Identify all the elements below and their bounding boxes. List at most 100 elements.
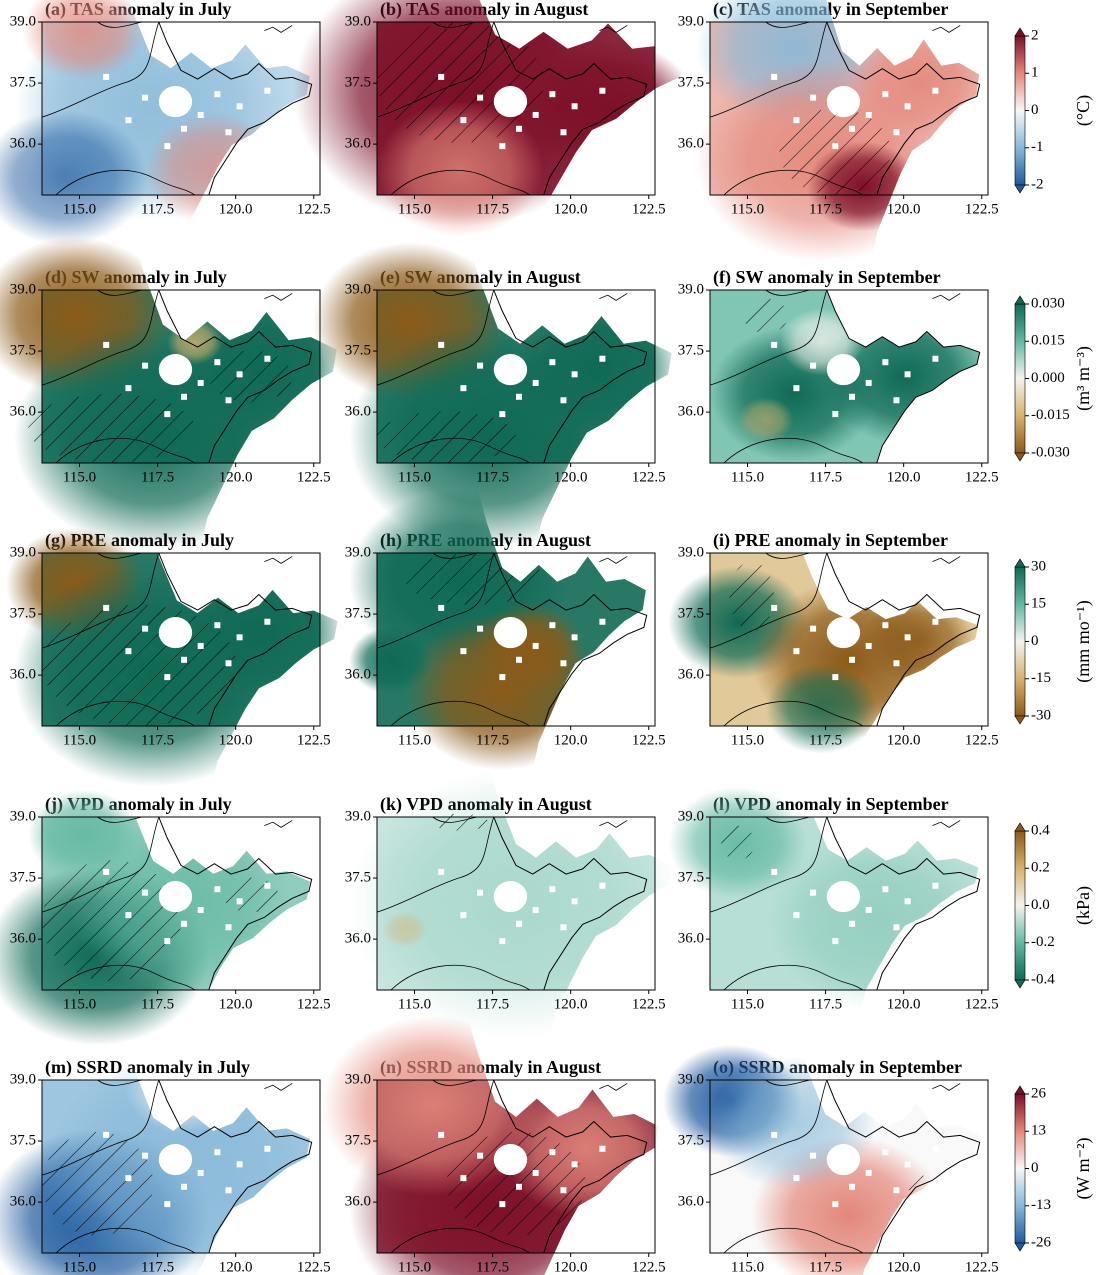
x-tick-label: 122.5 bbox=[632, 732, 666, 748]
boundary bbox=[433, 1080, 477, 1085]
boundary bbox=[377, 290, 494, 385]
x-tick-label: 117.5 bbox=[476, 732, 509, 748]
x-tick-label: 115.0 bbox=[63, 469, 96, 485]
boundary bbox=[377, 22, 494, 117]
x-tick-label: 115.0 bbox=[398, 201, 431, 217]
boundary bbox=[391, 1228, 530, 1253]
x-tick-label: 117.5 bbox=[809, 1259, 842, 1275]
boundary bbox=[766, 817, 810, 822]
boundary bbox=[724, 1228, 863, 1253]
boundary bbox=[599, 1083, 627, 1090]
colorbar-tick-label: 0 bbox=[1031, 633, 1039, 649]
x-tick-label: 122.5 bbox=[297, 1259, 331, 1275]
map-panel: (h) PRE anomaly in August115.0117.5120.0… bbox=[345, 489, 666, 770]
panel-title: (m) SSRD anomaly in July bbox=[45, 1057, 250, 1078]
colorbar-tick-label: -0.2 bbox=[1031, 934, 1055, 950]
colorbar-tick-label: 26 bbox=[1031, 1085, 1047, 1101]
colorbar-extend bbox=[1014, 184, 1026, 194]
axes-frame bbox=[709, 21, 989, 196]
colorbar-tick-label: -2 bbox=[1031, 176, 1044, 192]
boundary bbox=[724, 438, 863, 463]
colorbar-label: (°C) bbox=[1073, 95, 1094, 126]
colorbar-extend bbox=[1014, 295, 1026, 305]
x-tick-label: 120.0 bbox=[554, 732, 588, 748]
panel-title: (i) PRE anomaly in September bbox=[713, 530, 948, 551]
axes-frame bbox=[376, 21, 656, 196]
colorbar-tick-label: 0.0 bbox=[1031, 897, 1050, 913]
y-tick-label: 37.5 bbox=[10, 869, 36, 885]
coastline bbox=[159, 1080, 312, 1253]
boundary bbox=[42, 290, 159, 385]
y-tick-label: 37.5 bbox=[678, 74, 704, 90]
boundary bbox=[766, 553, 810, 558]
axes-frame bbox=[41, 552, 321, 727]
y-tick-label: 36.0 bbox=[678, 136, 704, 152]
boundary bbox=[56, 965, 195, 990]
x-tick-label: 115.0 bbox=[731, 1259, 764, 1275]
axes-frame bbox=[709, 552, 989, 727]
colorbar-body bbox=[1014, 566, 1026, 717]
x-tick-label: 117.5 bbox=[141, 1259, 174, 1275]
boundary bbox=[766, 22, 810, 27]
boundary bbox=[710, 553, 827, 648]
x-tick-label: 117.5 bbox=[476, 469, 509, 485]
x-tick-label: 115.0 bbox=[63, 201, 96, 217]
boundary bbox=[724, 170, 863, 195]
coastline bbox=[827, 817, 980, 990]
x-tick-label: 122.5 bbox=[965, 1259, 999, 1275]
boundary bbox=[433, 290, 477, 295]
x-tick-label: 120.0 bbox=[887, 732, 921, 748]
colorbar: -0.030 -0.015 0.000 0.015 0.030 (m³ m⁻³) bbox=[1014, 295, 1094, 462]
x-tick-label: 122.5 bbox=[297, 732, 331, 748]
boundary bbox=[264, 1083, 292, 1090]
boundary bbox=[98, 22, 142, 27]
x-tick-label: 120.0 bbox=[887, 469, 921, 485]
colorbar: -2 -1 0 1 2 (°C) bbox=[1014, 27, 1094, 194]
y-tick-label: 39.0 bbox=[345, 808, 371, 824]
y-tick-label: 39.0 bbox=[345, 1071, 371, 1087]
x-tick-label: 115.0 bbox=[63, 996, 96, 1012]
boundary bbox=[932, 293, 960, 300]
x-tick-label: 120.0 bbox=[554, 996, 588, 1012]
y-tick-label: 39.0 bbox=[678, 544, 704, 560]
boundary bbox=[391, 438, 530, 463]
map-panel: (d) SW anomaly in July115.0117.5120.0122… bbox=[0, 237, 348, 550]
coastline bbox=[494, 290, 647, 463]
colorbar-tick-label: 0.030 bbox=[1031, 295, 1065, 311]
axes-frame bbox=[709, 1079, 989, 1254]
boundary bbox=[56, 170, 195, 195]
colorbar-tick-label: -1 bbox=[1031, 139, 1044, 155]
colorbar-label: (W m⁻²) bbox=[1073, 1137, 1094, 1199]
colorbar-extend bbox=[1014, 822, 1026, 832]
coastline bbox=[159, 290, 312, 463]
axes-frame bbox=[709, 816, 989, 991]
colorbar-extend bbox=[1014, 979, 1026, 989]
colorbar-tick-label: 0 bbox=[1031, 1160, 1039, 1176]
y-tick-label: 37.5 bbox=[10, 1132, 36, 1148]
coastline bbox=[494, 1080, 647, 1253]
boundary bbox=[391, 170, 530, 195]
y-tick-label: 37.5 bbox=[678, 869, 704, 885]
x-tick-label: 122.5 bbox=[965, 732, 999, 748]
x-tick-label: 117.5 bbox=[141, 469, 174, 485]
colorbar-tick-label: -0.015 bbox=[1031, 407, 1070, 423]
map-panel: (m) SSRD anomaly in July 115.0 117.5 120.0 1… bbox=[0, 1044, 331, 1275]
y-tick-label: 37.5 bbox=[345, 869, 371, 885]
x-tick-label: 117.5 bbox=[476, 996, 509, 1012]
coastline bbox=[827, 1080, 980, 1253]
y-tick-label: 39.0 bbox=[678, 281, 704, 297]
boundary bbox=[724, 965, 863, 990]
y-tick-label: 39.0 bbox=[678, 1071, 704, 1087]
coastline bbox=[827, 290, 980, 463]
x-tick-label: 120.0 bbox=[219, 996, 253, 1012]
colorbar-tick-label: -30 bbox=[1031, 707, 1051, 723]
map-panel: (f) SW anomaly in September 115.0 117.5 120… bbox=[678, 267, 999, 485]
x-tick-label: 120.0 bbox=[887, 996, 921, 1012]
boundary bbox=[599, 556, 627, 563]
x-tick-label: 115.0 bbox=[731, 996, 764, 1012]
